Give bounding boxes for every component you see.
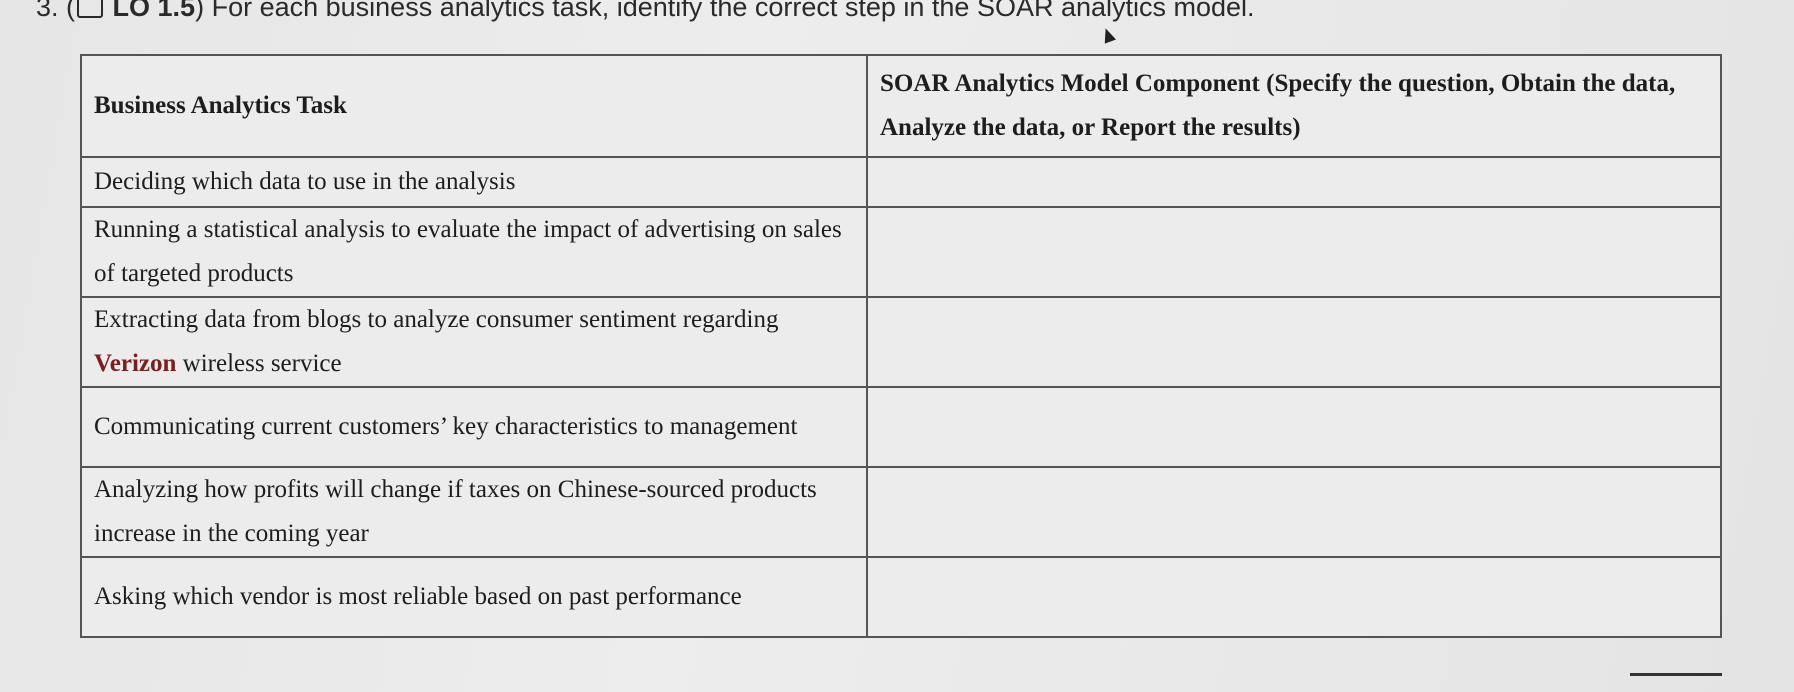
task-cell: Asking which vendor is most reliable bas… [80, 556, 868, 638]
task-cell: Communicating current customers’ key cha… [80, 386, 868, 468]
header-component: SOAR Analytics Model Component (Specify … [866, 54, 1722, 158]
table-row: Deciding which data to use in the analys… [80, 156, 1722, 208]
table-header-row: Business Analytics Task SOAR Analytics M… [80, 54, 1722, 158]
answer-cell[interactable] [866, 466, 1722, 558]
answer-cell[interactable] [866, 156, 1722, 208]
answer-cell[interactable] [866, 296, 1722, 388]
soar-table: Business Analytics Task SOAR Analytics M… [80, 54, 1722, 638]
table-row: Running a statistical analysis to evalua… [80, 206, 1722, 298]
header-task: Business Analytics Task [80, 54, 868, 158]
table-row: Extracting data from blogs to analyze co… [80, 296, 1722, 388]
verizon-link: Verizon [94, 350, 177, 377]
task-cell: Extracting data from blogs to analyze co… [80, 296, 868, 388]
task-cell: Running a statistical analysis to evalua… [80, 206, 868, 298]
answer-cell[interactable] [866, 386, 1722, 468]
learning-objective: LO 1.5 [112, 0, 196, 22]
external-link-icon[interactable] [77, 0, 104, 18]
table-row: Asking which vendor is most reliable bas… [80, 556, 1722, 638]
table-row: Analyzing how profits will change if tax… [80, 466, 1722, 558]
task-text: wireless service [176, 350, 342, 377]
task-cell: Deciding which data to use in the analys… [80, 156, 868, 208]
divider-rule [1630, 673, 1722, 676]
answer-cell[interactable] [866, 556, 1722, 638]
question-prompt: 3. ( LO 1.5) For each business analytics… [36, 0, 1255, 23]
mouse-cursor-icon [1099, 26, 1117, 44]
table-row: Communicating current customers’ key cha… [80, 386, 1722, 468]
task-cell: Analyzing how profits will change if tax… [80, 466, 868, 558]
task-text: Extracting data from blogs to analyze co… [94, 306, 779, 333]
question-text: For each business analytics task, identi… [211, 0, 1255, 22]
answer-cell[interactable] [866, 206, 1722, 298]
question-number: 3. [36, 0, 59, 22]
